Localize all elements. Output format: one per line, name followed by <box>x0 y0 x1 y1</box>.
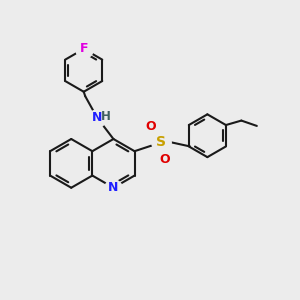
Text: O: O <box>146 120 156 133</box>
Text: O: O <box>159 153 169 166</box>
Text: N: N <box>108 181 118 194</box>
Text: S: S <box>156 135 166 149</box>
Text: F: F <box>80 42 88 56</box>
Text: H: H <box>101 110 111 123</box>
Text: N: N <box>92 111 102 124</box>
